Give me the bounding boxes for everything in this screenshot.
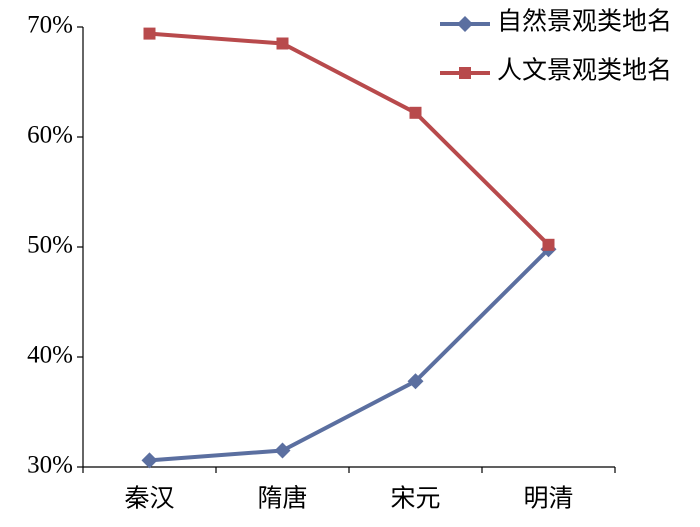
x-tick-label: 隋唐 [257,485,307,513]
y-tick-label: 60% [27,122,73,149]
legend-marker [459,67,471,79]
y-tick-label: 30% [27,452,73,479]
legend-label: 自然景观类地名 [497,8,672,36]
x-tick-label: 宋元 [390,485,440,513]
marker [143,27,156,40]
legend-label: 人文景观类地名 [497,57,672,85]
y-tick-label: 70% [27,12,73,39]
x-tick-label: 明清 [523,485,573,513]
series-line [149,247,550,463]
marker [407,373,424,390]
marker [276,37,289,50]
x-tick-label: 秦汉 [124,485,174,513]
marker [274,442,291,459]
series-line [149,31,550,247]
marker [141,452,158,469]
y-tick-label: 40% [27,342,73,369]
y-tick-label: 50% [27,232,73,259]
legend-marker [457,16,473,32]
marker [409,106,422,119]
marker [542,238,555,251]
